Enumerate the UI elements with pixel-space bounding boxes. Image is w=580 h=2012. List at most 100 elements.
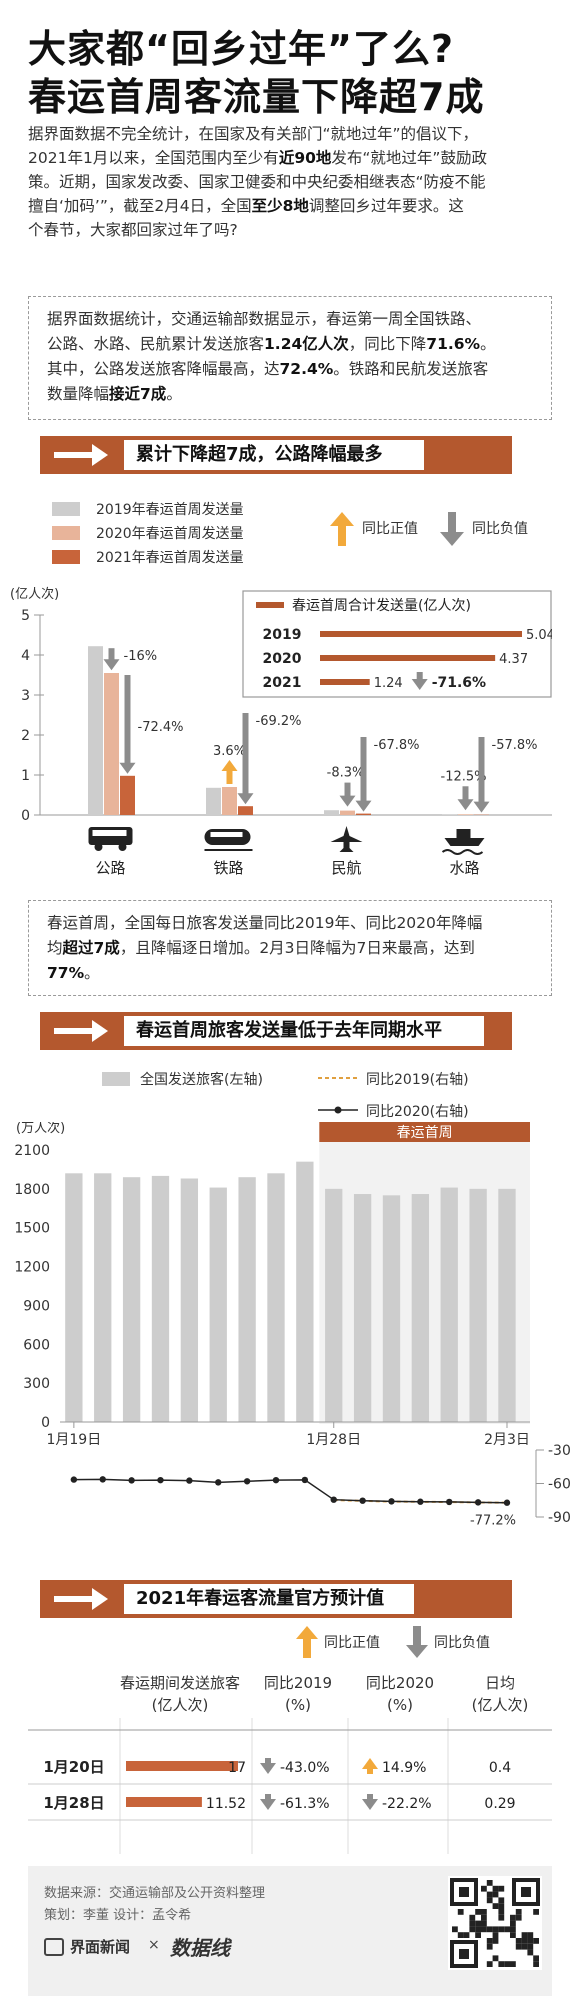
- table-header: 春运期间发送旅客: [120, 1674, 240, 1692]
- daily-bar: [94, 1173, 112, 1422]
- change-2020-label: -16%: [124, 649, 158, 664]
- bar-2019年春运首周发送量: [442, 814, 457, 815]
- legend-swatch-2021: [52, 550, 80, 564]
- legend-swatch-2019: [52, 502, 80, 516]
- table-change-value: -61.3%: [280, 1796, 330, 1812]
- bar-2020年春运首周发送量: [458, 814, 473, 815]
- line-2020-point: [128, 1477, 135, 1484]
- line-2020-point: [330, 1496, 337, 1503]
- qr-cell: [481, 1926, 487, 1933]
- qr-cell: [486, 1891, 493, 1898]
- change-2020-arrow-head: [221, 760, 238, 771]
- right-tick-label: -90: [548, 1510, 571, 1526]
- qr-cell: [469, 1926, 476, 1933]
- qr-cell: [481, 1920, 487, 1927]
- brand-logo-icon: [44, 1938, 64, 1956]
- qr-cell: [452, 1926, 458, 1933]
- qr-cell: [504, 1926, 510, 1933]
- qr-cell: [492, 1955, 499, 1962]
- down-arrow-icon: [406, 1626, 428, 1658]
- qr-cell: [475, 1909, 481, 1915]
- y-tick-label: 1200: [14, 1260, 50, 1276]
- daily-bar: [411, 1194, 430, 1422]
- inset-change-arrow-head: [411, 679, 428, 690]
- table-row-date: 1月20日: [43, 1758, 104, 1776]
- line-end-label: -77.2%: [470, 1514, 516, 1529]
- intro-line: 据界面数据不完全统计，在国家及有关部门“就地过年”的倡议下，: [28, 125, 479, 143]
- highlight-band-label: 春运首周: [397, 1125, 453, 1141]
- qr-cell: [475, 1932, 481, 1938]
- qr-cell: [469, 1914, 476, 1921]
- change-2021-arrow-head: [119, 762, 136, 774]
- bar-2021年春运首周发送量: [120, 775, 135, 815]
- table-down-arrow: [367, 1794, 373, 1800]
- section-title-2: 春运首周旅客发送量低于去年同期水平: [136, 1020, 442, 1041]
- change-2021-arrow-head: [355, 800, 372, 812]
- section-header-3: 2021年春运客流量官方预计值: [40, 1580, 512, 1618]
- inset-bar: [320, 631, 522, 637]
- inset-value-label: 4.37: [499, 652, 528, 667]
- qr-cell: [457, 1909, 464, 1915]
- table-header: 日均: [485, 1674, 515, 1692]
- change-2021-label: -72.4%: [138, 720, 184, 735]
- line-2020-point: [99, 1476, 106, 1483]
- intro-paragraph: 据界面数据不完全统计，在国家及有关部门“就地过年”的倡议下， 2021年1月以来…: [28, 122, 552, 242]
- qr-cell: [492, 1885, 499, 1892]
- qr-cell: [486, 1897, 493, 1904]
- table-up-arrow-head: [362, 1758, 378, 1769]
- legend-label-2021: 2021年春运首周发送量: [96, 550, 244, 566]
- legend-swatch-daily: [102, 1072, 130, 1086]
- bar-2019年春运首周发送量: [88, 646, 103, 815]
- table-down-arrow-head: [260, 1763, 276, 1774]
- bar-2019年春运首周发送量: [206, 787, 221, 815]
- qr-cell: [486, 1938, 493, 1944]
- up-arrow-icon: [296, 1626, 318, 1658]
- qr-cell: [498, 1926, 505, 1933]
- change-2020-label: 3.6%: [213, 744, 246, 759]
- intro-line: 2021年1月以来，全国范围内至少有近90地发布“就地过年”鼓励政: [28, 149, 487, 167]
- ship-wave: [441, 849, 484, 855]
- page-title-line1: 大家都“回乡过年”了么?: [28, 27, 454, 71]
- intro-line: 擅自‘加码’”，截至2月4日，全国至少8地调整回乡过年要求。这: [28, 197, 464, 215]
- qr-cell: [498, 1903, 505, 1909]
- inset-change-label: -71.6%: [432, 675, 486, 691]
- down-arrow-icon: [440, 512, 464, 546]
- right-tick-label: -30: [548, 1443, 571, 1459]
- inset-value-label: 5.04: [526, 628, 552, 643]
- qr-cell: [515, 1943, 522, 1950]
- legend-label-daily: 全国发送旅客(左轴): [140, 1072, 263, 1088]
- table-change-value: 14.9%: [382, 1760, 426, 1776]
- legend-swatch-2020: [52, 526, 80, 540]
- line-2020-point: [243, 1478, 251, 1485]
- category-label: 水路: [449, 859, 479, 877]
- line-2020-point: [70, 1476, 78, 1483]
- y-tick-label: 1500: [14, 1221, 50, 1237]
- legend-up-label: 同比正值: [362, 521, 418, 537]
- y-tick-label: 1: [21, 768, 30, 784]
- line-2020-point: [157, 1476, 164, 1484]
- qr-cell: [515, 1914, 522, 1921]
- section-header-1: 累计下降超7成，公路降幅最多: [40, 436, 512, 474]
- arrow-icon: [54, 1596, 98, 1602]
- summary-note-1: 据界面数据统计，交通运输部数据显示，春运第一周全国铁路、 公路、水路、民航累计发…: [28, 296, 552, 420]
- table-down-arrow: [265, 1758, 271, 1764]
- daily-bar: [353, 1194, 372, 1422]
- change-2021-label: -57.8%: [492, 738, 538, 753]
- daily-bar: [65, 1173, 83, 1422]
- table-daily-value: 0.29: [484, 1796, 515, 1812]
- y-axis-title: (万人次): [16, 1122, 65, 1136]
- inset-title: 春运首周合计发送量(亿人次): [292, 598, 471, 614]
- inset-bar: [320, 655, 496, 661]
- daily-bar: [267, 1173, 285, 1422]
- qr-cell: [469, 1920, 476, 1927]
- qr-cell: [533, 1909, 539, 1915]
- table-passenger-bar: [126, 1761, 238, 1771]
- y-tick-label: 1800: [14, 1182, 50, 1198]
- qr-cell: [521, 1938, 528, 1944]
- bar-2020年春运首周发送量: [104, 673, 119, 815]
- daily-bar: [238, 1177, 256, 1422]
- daily-bar: [440, 1187, 458, 1422]
- x-tick-label: 2月3日: [484, 1432, 530, 1448]
- qr-cell: [457, 1932, 464, 1938]
- legend-line-2020: [318, 1106, 358, 1114]
